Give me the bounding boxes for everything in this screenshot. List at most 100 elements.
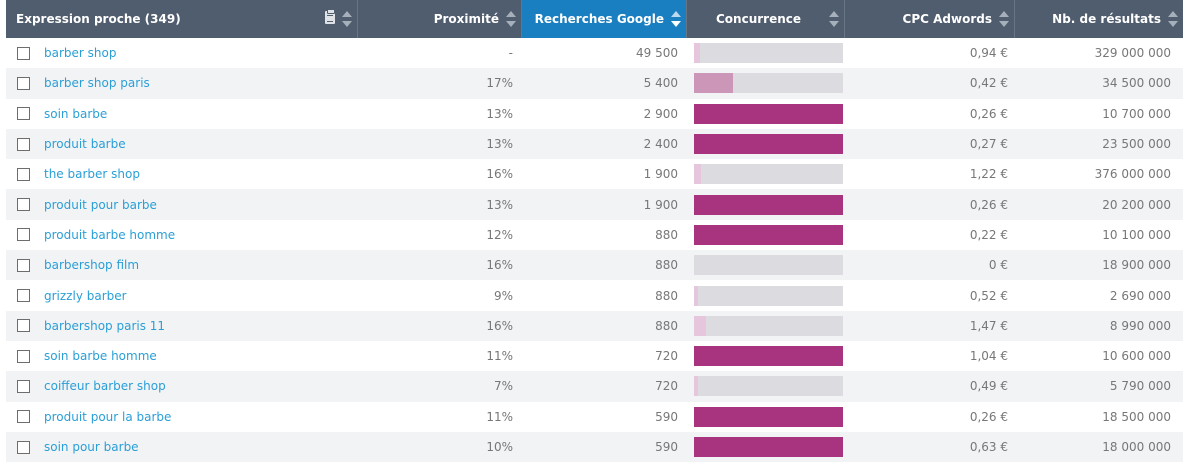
row-checkbox[interactable]: [17, 410, 30, 424]
resultats-value: 18 900 000: [1102, 258, 1171, 273]
cpc-value: 0,26 €: [969, 409, 1008, 424]
recherches-value: 880: [655, 288, 678, 303]
keyword-link[interactable]: produit barbe: [44, 137, 126, 152]
row-checkbox[interactable]: [17, 107, 30, 121]
keyword-link[interactable]: grizzly barber: [44, 288, 127, 303]
keyword-cell: soin barbe homme: [6, 349, 357, 363]
recherches-value: 2 400: [643, 137, 678, 152]
sort-icon[interactable]: [506, 11, 516, 27]
concurrence-cell: [686, 164, 844, 185]
clipboard-icon[interactable]: [325, 9, 335, 24]
cpc-value: 1,04 €: [969, 349, 1008, 364]
keyword-cell: produit pour la barbe: [6, 410, 357, 424]
keyword-cell: produit barbe: [6, 137, 357, 151]
keyword-link[interactable]: barbershop film: [44, 258, 140, 273]
row-checkbox[interactable]: [17, 440, 30, 454]
table-header: Expression proche (349) Proximité Recher…: [6, 0, 1183, 38]
header-expression[interactable]: Expression proche (349): [6, 0, 357, 38]
concurrence-bar-fill: [694, 43, 700, 64]
resultats-value: 20 200 000: [1102, 197, 1171, 212]
keyword-link[interactable]: the barber shop: [44, 167, 140, 182]
cpc-value: 0,94 €: [969, 46, 1008, 61]
cpc-value: 0,52 €: [969, 288, 1008, 303]
concurrence-bar: [694, 194, 843, 215]
table-row: soin barbe homme 11% 720 1,04 € 10 600 0…: [6, 341, 1183, 371]
header-concurrence[interactable]: Concurrence: [686, 0, 844, 38]
resultats-value: 10 100 000: [1102, 227, 1171, 242]
keyword-cell: produit pour barbe: [6, 198, 357, 212]
row-checkbox[interactable]: [17, 379, 30, 393]
keyword-link[interactable]: barber shop: [44, 46, 117, 61]
header-recherches-label: Recherches Google: [534, 12, 664, 26]
proximite-value: 7%: [493, 379, 513, 394]
concurrence-bar: [694, 255, 843, 276]
keyword-link[interactable]: barbershop paris 11: [44, 318, 166, 333]
resultats-value: 5 790 000: [1109, 379, 1171, 394]
keyword-link[interactable]: produit pour la barbe: [44, 409, 172, 424]
row-checkbox[interactable]: [17, 319, 30, 333]
table-row: soin barbe 13% 2 900 0,26 € 10 700 000: [6, 99, 1183, 129]
concurrence-cell: [686, 406, 844, 427]
keyword-cell: soin barbe: [6, 107, 357, 121]
sort-icon[interactable]: [999, 11, 1009, 27]
resultats-value: 23 500 000: [1102, 137, 1171, 152]
concurrence-bar: [694, 43, 843, 64]
header-recherches-google[interactable]: Recherches Google: [521, 0, 686, 38]
keyword-cell: produit barbe homme: [6, 228, 357, 242]
keyword-link[interactable]: barber shop paris: [44, 76, 150, 91]
concurrence-bar-fill: [694, 73, 733, 94]
row-checkbox[interactable]: [17, 46, 30, 60]
row-checkbox[interactable]: [17, 289, 30, 303]
resultats-value: 10 600 000: [1102, 349, 1171, 364]
cpc-value: 0,22 €: [969, 227, 1008, 242]
table-row: barber shop paris 17% 5 400 0,42 € 34 50…: [6, 68, 1183, 99]
recherches-value: 1 900: [643, 197, 678, 212]
table-row: produit barbe 13% 2 400 0,27 € 23 500 00…: [6, 128, 1183, 160]
sort-icon[interactable]: [342, 11, 352, 27]
table-row: coiffeur barber shop 7% 720 0,49 € 5 790…: [6, 371, 1183, 402]
cpc-value: 0,26 €: [969, 197, 1008, 212]
concurrence-bar-fill: [694, 164, 702, 185]
header-proximite[interactable]: Proximité: [357, 0, 521, 38]
concurrence-cell: [686, 43, 844, 64]
row-checkbox[interactable]: [17, 76, 30, 90]
keyword-link[interactable]: produit pour barbe: [44, 197, 157, 212]
keyword-link[interactable]: soin barbe: [44, 106, 108, 121]
concurrence-bar-fill: [694, 224, 843, 245]
sort-icon[interactable]: [1168, 11, 1178, 27]
concurrence-bar: [694, 164, 843, 185]
row-checkbox[interactable]: [17, 137, 30, 151]
proximite-value: 12%: [486, 227, 513, 242]
concurrence-cell: [686, 255, 844, 276]
table-row: produit barbe homme 12% 880 0,22 € 10 10…: [6, 220, 1183, 250]
row-checkbox[interactable]: [17, 198, 30, 212]
header-cpc-adwords[interactable]: CPC Adwords: [844, 0, 1014, 38]
concurrence-bar: [694, 285, 843, 306]
keyword-link[interactable]: coiffeur barber shop: [44, 379, 166, 394]
sort-icon[interactable]: [829, 11, 839, 27]
row-checkbox[interactable]: [17, 167, 30, 181]
keyword-cell: coiffeur barber shop: [6, 379, 357, 393]
row-checkbox[interactable]: [17, 228, 30, 242]
table-row: barbershop film 16% 880 0 € 18 900 000: [6, 250, 1183, 281]
resultats-value: 18 500 000: [1102, 409, 1171, 424]
keyword-link[interactable]: soin pour barbe: [44, 440, 139, 454]
keyword-link[interactable]: produit barbe homme: [44, 227, 176, 242]
recherches-value: 720: [655, 379, 678, 394]
concurrence-cell: [686, 73, 844, 94]
keyword-cell: grizzly barber: [6, 289, 357, 303]
resultats-value: 34 500 000: [1102, 76, 1171, 91]
sort-icon-active[interactable]: [671, 11, 681, 27]
row-checkbox[interactable]: [17, 349, 30, 363]
concurrence-bar-fill: [694, 134, 843, 155]
header-nb-resultats[interactable]: Nb. de résultats: [1014, 0, 1183, 38]
proximite-value: -: [508, 46, 513, 61]
proximite-value: 17%: [486, 76, 513, 91]
resultats-value: 376 000 000: [1094, 167, 1171, 182]
concurrence-cell: [686, 134, 844, 155]
table-row: grizzly barber 9% 880 0,52 € 2 690 000: [6, 280, 1183, 310]
table-body: barber shop - 49 500 0,94 € 329 000 000 …: [6, 38, 1183, 463]
keyword-link[interactable]: soin barbe homme: [44, 349, 157, 364]
row-checkbox[interactable]: [17, 258, 30, 272]
recherches-value: 880: [655, 258, 678, 273]
